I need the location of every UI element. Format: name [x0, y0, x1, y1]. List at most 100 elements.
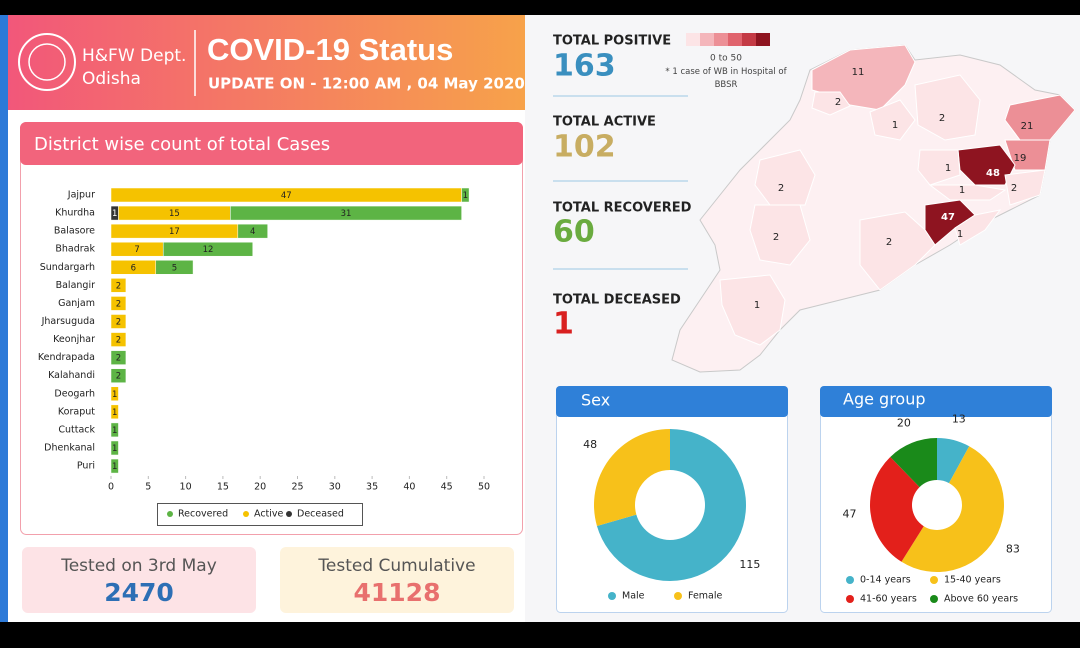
x-tick-label: 10: [180, 482, 192, 493]
data-label: 47: [281, 191, 292, 201]
scale-swatch: [700, 33, 714, 46]
category-label: Kalahandi: [48, 370, 95, 381]
data-label: 83: [1006, 542, 1020, 555]
bar-segment: [110, 332, 127, 347]
data-label: 20: [897, 416, 911, 429]
data-label: 48: [583, 438, 597, 451]
data-label: 5: [172, 263, 177, 273]
map-note: * 1 case of WB in Hospital of BBSR: [665, 67, 787, 90]
district-label: 1: [959, 185, 965, 196]
district-label: 47: [941, 212, 955, 223]
donut-slice: [890, 438, 937, 488]
bar-segment: [110, 440, 119, 456]
data-label: 2: [116, 354, 121, 364]
x-tick-label: 15: [217, 482, 229, 493]
legend-label: 41-60 years: [860, 594, 917, 605]
category-label: Jharsuguda: [41, 316, 95, 327]
data-label: 6: [131, 263, 136, 273]
legend-marker: [846, 576, 854, 584]
x-tick-label: 45: [441, 482, 453, 493]
donut-slice: [596, 429, 746, 581]
category-label: Jajpur: [67, 190, 95, 201]
bar-segment: [237, 223, 268, 239]
donut-slice: [870, 456, 924, 562]
test-value: 41128: [354, 578, 441, 607]
scale-swatch: [756, 33, 770, 46]
bar-segment: [110, 458, 119, 474]
scale-swatch: [686, 33, 700, 46]
district-label: 2: [778, 183, 784, 194]
category-label: Bhadrak: [55, 244, 95, 255]
category-label: Balasore: [54, 226, 95, 237]
main-title: COVID-19 Status: [207, 32, 453, 67]
district: [754, 149, 816, 206]
district-label: 2: [886, 237, 892, 248]
district: [811, 91, 851, 116]
logo: [18, 33, 76, 91]
legend-marker: [243, 511, 249, 517]
test-label: Tested Cumulative: [317, 556, 475, 576]
data-label: 2: [116, 336, 121, 346]
bar-segment: [110, 368, 127, 383]
bottom-bar: [0, 622, 1080, 648]
legend-marker: [674, 592, 682, 600]
data-label: 2: [116, 281, 121, 291]
data-label: 115: [739, 558, 760, 571]
data-label: 1: [112, 209, 117, 219]
stat-label: TOTAL POSITIVE: [553, 34, 671, 49]
category-label: Dhenkanal: [44, 442, 95, 453]
stat-label: TOTAL DECEASED: [553, 293, 681, 308]
x-tick-label: 40: [403, 482, 415, 493]
bar-title: District wise count of total Cases: [34, 134, 330, 155]
bar-segment: [230, 205, 462, 221]
x-tick-label: 30: [329, 482, 341, 493]
legend-label: Above 60 years: [944, 594, 1018, 605]
scale-swatch: [728, 33, 742, 46]
scale-swatch: [742, 33, 756, 46]
district-label: 1: [754, 300, 760, 311]
data-label: 12: [203, 245, 214, 255]
data-label: 1: [112, 462, 117, 472]
bar-segment: [110, 350, 127, 365]
test-box: [22, 547, 256, 613]
x-tick-label: 20: [254, 482, 266, 493]
test-label: Tested on 3rd May: [60, 556, 217, 576]
district: [1004, 169, 1046, 206]
data-label: 1: [112, 390, 117, 400]
data-label: 47: [842, 507, 856, 520]
scale-swatch: [714, 33, 728, 46]
x-tick-label: 35: [366, 482, 378, 493]
data-label: 31: [341, 209, 352, 219]
data-label: 1: [112, 444, 117, 454]
test-value: 2470: [104, 578, 174, 607]
top-bar: [0, 0, 1080, 15]
left-strip: [0, 15, 8, 622]
district-label: 2: [835, 97, 841, 108]
data-label: 15: [169, 209, 180, 219]
bar-segment: [110, 314, 127, 329]
data-label: 2: [116, 317, 121, 327]
data-label: 1: [112, 408, 117, 418]
data-label: 2: [116, 372, 121, 382]
legend-box: [157, 503, 363, 526]
legend-label: Female: [688, 591, 723, 602]
category-label: Keonjhar: [53, 334, 95, 345]
district-label: 48: [986, 168, 1000, 179]
district: [917, 149, 961, 186]
stat-value: 102: [553, 130, 616, 165]
data-label: 1: [463, 191, 468, 201]
bar-segment: [110, 296, 127, 311]
district-label: 1: [892, 120, 898, 131]
sex-title: Sex: [581, 391, 610, 410]
district-label: 19: [1014, 153, 1027, 164]
legend-marker: [846, 595, 854, 603]
donut-slice: [594, 429, 670, 526]
legend-label: 15-40 years: [944, 575, 1001, 586]
age-title: Age group: [843, 390, 926, 409]
dept-name: H&FW Dept.: [82, 46, 186, 66]
category-label: Koraput: [58, 406, 95, 417]
district: [928, 184, 1007, 201]
bar-segment: [110, 386, 119, 402]
legend-marker: [930, 576, 938, 584]
